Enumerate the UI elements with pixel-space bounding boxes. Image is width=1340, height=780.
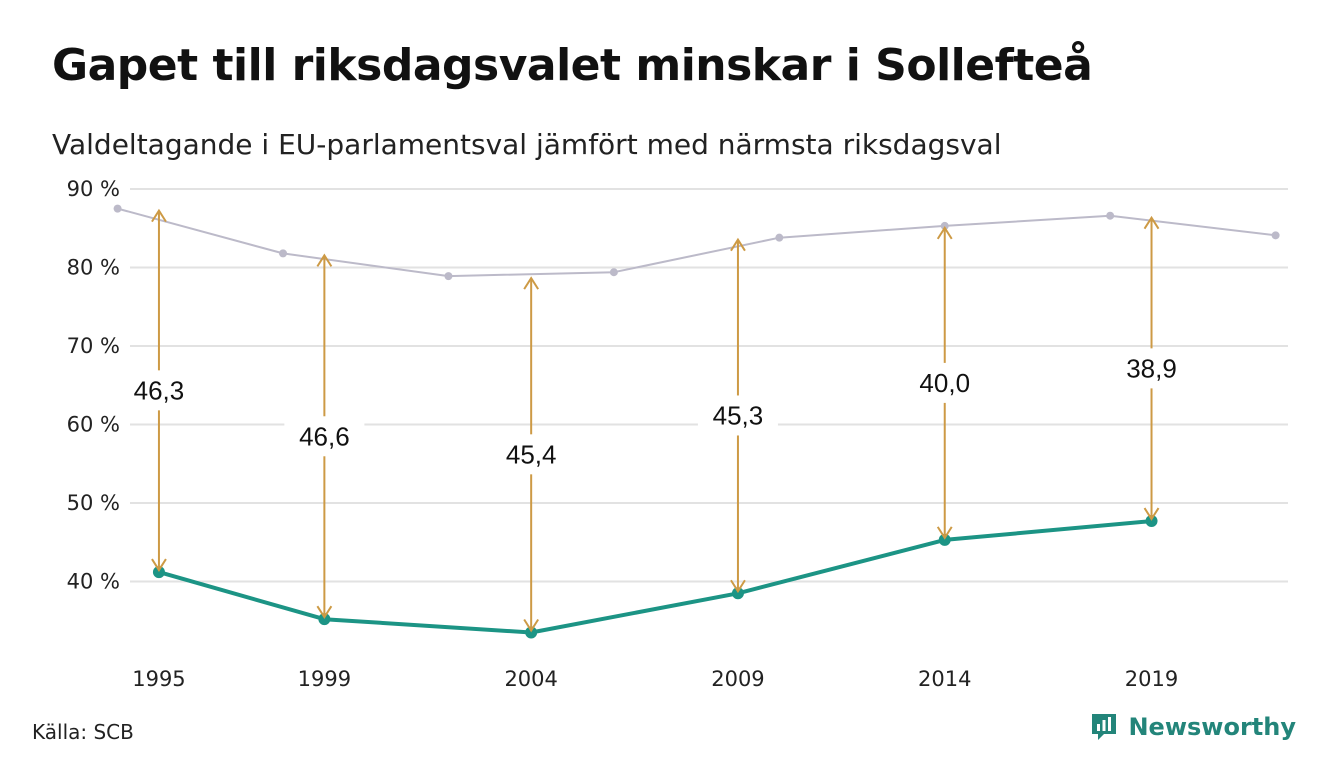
gap-arrow-head-top (151, 208, 167, 223)
riksdag-point (1271, 231, 1280, 240)
x-tick-label: 2004 (504, 667, 557, 691)
x-tick-label: 2014 (918, 667, 971, 691)
gap-arrow-head-bottom (523, 618, 540, 633)
riksdag-point (444, 272, 453, 281)
y-tick-labels: 40 % 50 % 60 % 70 % 80 % 90 % (67, 177, 120, 594)
gap-arrow-head-bottom (151, 558, 167, 572)
riksdag-point (113, 204, 122, 213)
gap-arrow-head-top (1143, 215, 1160, 230)
gap-arrows: 46,3 46,6 45,4 45,3 40,0 38,9 (118, 208, 1192, 633)
gap-label: 40,0 (919, 368, 970, 398)
brand-logo: Newsworthy (1090, 712, 1296, 742)
y-tick-label: 80 % (67, 256, 120, 280)
riksdag-point (940, 221, 949, 230)
gap-arrow-head-top (936, 226, 953, 240)
y-tick-label: 70 % (67, 334, 120, 358)
eu-line (158, 519, 1152, 635)
eu-point (525, 626, 538, 639)
riksdag-line (117, 207, 1276, 278)
eu-point (1145, 515, 1158, 528)
series-lines (113, 204, 1280, 639)
gap-label-bg (904, 362, 985, 403)
gap-arrow-head-bottom (936, 526, 953, 540)
gap-label-bg (118, 370, 199, 411)
y-tick-label: 50 % (67, 491, 120, 515)
gap-arrow-head-top (316, 253, 333, 267)
gap-label: 46,3 (134, 375, 185, 405)
gap-label-bg (284, 416, 365, 457)
y-tick-label: 40 % (67, 570, 120, 594)
gap-label: 38,9 (1126, 353, 1177, 383)
x-tick-label: 1995 (132, 667, 185, 691)
gap-arrow-head-top (523, 276, 540, 290)
eu-point (152, 566, 165, 579)
source-note: Källa: SCB (32, 720, 134, 744)
y-tick-label: 90 % (67, 177, 120, 201)
brand-name: Newsworthy (1128, 713, 1296, 741)
gap-label-bg (1111, 348, 1192, 389)
gap-arrow-head-bottom (730, 579, 746, 594)
x-tick-label: 2009 (711, 667, 764, 691)
riksdag-point (609, 268, 618, 277)
y-tick-label: 60 % (67, 413, 120, 437)
gap-arrow-head-bottom (1143, 507, 1160, 521)
eu-point (318, 613, 331, 626)
gap-label-bg (491, 434, 572, 475)
gap-label-bg (697, 395, 778, 436)
chart-title: Gapet till riksdagsvalet minskar i Solle… (52, 40, 1093, 91)
x-tick-labels: 1995 1999 2004 2009 2014 2019 (132, 667, 1178, 691)
x-tick-label: 1999 (298, 667, 351, 691)
riksdag-point (1106, 211, 1115, 220)
gap-label: 45,4 (506, 439, 557, 469)
gap-label: 46,6 (299, 421, 350, 451)
gap-arrow-head-bottom (316, 605, 333, 620)
eu-point (938, 533, 951, 546)
eu-point (731, 587, 744, 600)
chart-subtitle: Valdeltagande i EU-parlamentsval jämfört… (52, 128, 1002, 161)
riksdag-point (775, 233, 784, 242)
riksdag-point (279, 249, 288, 258)
x-tick-label: 2019 (1125, 667, 1178, 691)
gap-label: 45,3 (713, 400, 764, 430)
gap-arrow-head-top (730, 237, 746, 252)
newsworthy-logo-icon (1092, 714, 1117, 740)
